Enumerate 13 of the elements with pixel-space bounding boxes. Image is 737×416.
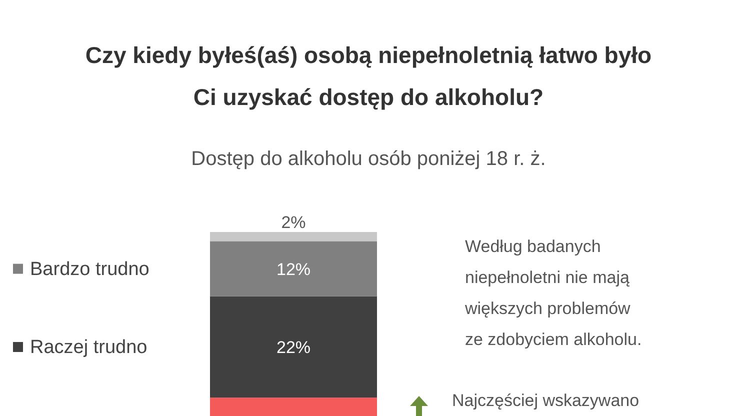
bar	[210, 398, 377, 416]
data-label: 12%	[276, 260, 311, 279]
text: Według badanych niepełnoletni nie mają większych problemów ze zdobyciem alkoholu.	[464, 237, 642, 349]
bar	[210, 241, 377, 296]
text: Najczęściej wskazywano	[452, 391, 640, 410]
chart-subtitle: Dostęp do alkoholu osób poniżej 18 r. ż.	[191, 148, 546, 170]
data-label: 2%	[281, 213, 306, 232]
chart-title: Czy kiedy byłeś(aś) osobą niepełnoletnią łatwo było Ci uzyskać dostęp do alkoholu?	[85, 42, 652, 110]
legend-label: Raczej trudno	[30, 337, 148, 358]
legend-label: Bardzo trudno	[30, 258, 150, 280]
bar	[210, 296, 377, 398]
bar	[210, 232, 377, 242]
data-label: 22%	[276, 338, 311, 357]
